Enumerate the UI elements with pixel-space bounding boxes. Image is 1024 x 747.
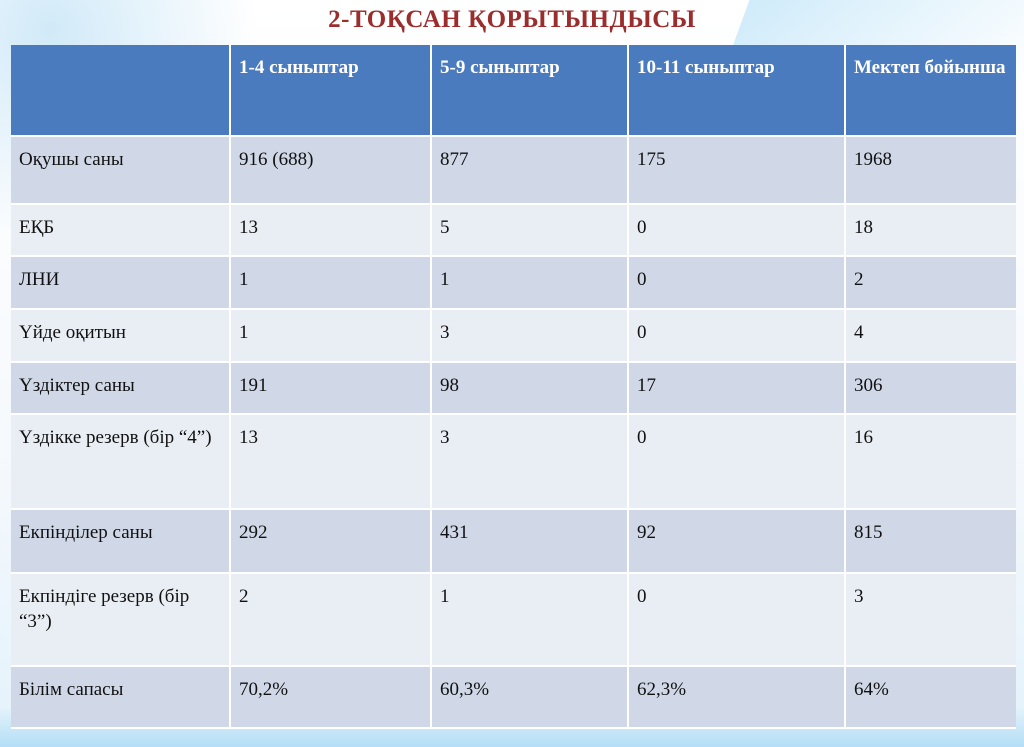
table-cell: 92 (628, 509, 846, 574)
table-row: Үздіктер саны 191 98 17 306 (11, 362, 1016, 415)
table-cell: 18 (845, 204, 1016, 257)
results-table: 1-4 сыныптар 5-9 сыныптар 10-11 сыныптар… (11, 45, 1016, 729)
table-cell: 16 (845, 414, 1016, 510)
table-header-row: 1-4 сыныптар 5-9 сыныптар 10-11 сыныптар… (11, 45, 1016, 137)
row-label: ЕҚБ (11, 204, 231, 257)
table-cell: 17 (628, 362, 846, 415)
table-cell: 70,2% (230, 666, 432, 729)
table-row: Оқушы саны 916 (688) 877 175 1968 (11, 136, 1016, 205)
table-cell: 0 (628, 573, 846, 667)
table-cell: 5 (431, 204, 629, 257)
table-row: Екпінділер саны 292 431 92 815 (11, 509, 1016, 574)
table-cell: 1 (230, 256, 432, 310)
table-row: Екпіндіге резерв (бір “3”) 2 1 0 3 (11, 573, 1016, 667)
header-cell-grades-10-11: 10-11 сыныптар (628, 45, 846, 137)
table-cell: 191 (230, 362, 432, 415)
header-cell-empty (11, 45, 231, 137)
table-cell: 1968 (845, 136, 1016, 205)
row-label: Оқушы саны (11, 136, 231, 205)
table-cell: 0 (628, 309, 846, 363)
table-cell: 292 (230, 509, 432, 574)
table-row: ЛНИ 1 1 0 2 (11, 256, 1016, 310)
table-cell: 0 (628, 256, 846, 310)
table-cell: 2 (845, 256, 1016, 310)
header-cell-school-total: Мектеп бойынша (845, 45, 1016, 137)
table-cell: 1 (431, 256, 629, 310)
table-row: ЕҚБ 13 5 0 18 (11, 204, 1016, 257)
table-row: Үйде оқитын 1 3 0 4 (11, 309, 1016, 363)
table-cell: 13 (230, 414, 432, 510)
table-cell: 0 (628, 414, 846, 510)
table-cell: 4 (845, 309, 1016, 363)
table-cell: 98 (431, 362, 629, 415)
table-cell: 0 (628, 204, 846, 257)
table-row: Білім сапасы 70,2% 60,3% 62,3% 64% (11, 666, 1016, 729)
table-cell: 815 (845, 509, 1016, 574)
table-cell: 1 (230, 309, 432, 363)
row-label: Екпінділер саны (11, 509, 231, 574)
header-cell-grades-5-9: 5-9 сыныптар (431, 45, 629, 137)
table-cell: 64% (845, 666, 1016, 729)
table-cell: 1 (431, 573, 629, 667)
table-row: Үздікке резерв (бір “4”) 13 3 0 16 (11, 414, 1016, 510)
table-cell: 916 (688) (230, 136, 432, 205)
header-cell-grades-1-4: 1-4 сыныптар (230, 45, 432, 137)
row-label: Үйде оқитын (11, 309, 231, 363)
row-label: Үздіктер саны (11, 362, 231, 415)
table-cell: 175 (628, 136, 846, 205)
table-cell: 877 (431, 136, 629, 205)
table-cell: 306 (845, 362, 1016, 415)
slide-title: 2-ТОҚСАН ҚОРЫТЫНДЫСЫ (328, 6, 696, 33)
table-cell: 13 (230, 204, 432, 257)
table-cell: 62,3% (628, 666, 846, 729)
table-cell: 3 (845, 573, 1016, 667)
table-cell: 431 (431, 509, 629, 574)
table-cell: 3 (431, 414, 629, 510)
row-label: ЛНИ (11, 256, 231, 310)
row-label: Екпіндіге резерв (бір “3”) (11, 573, 231, 667)
row-label: Үздікке резерв (бір “4”) (11, 414, 231, 510)
table-cell: 2 (230, 573, 432, 667)
table-cell: 60,3% (431, 666, 629, 729)
row-label: Білім сапасы (11, 666, 231, 729)
table-cell: 3 (431, 309, 629, 363)
